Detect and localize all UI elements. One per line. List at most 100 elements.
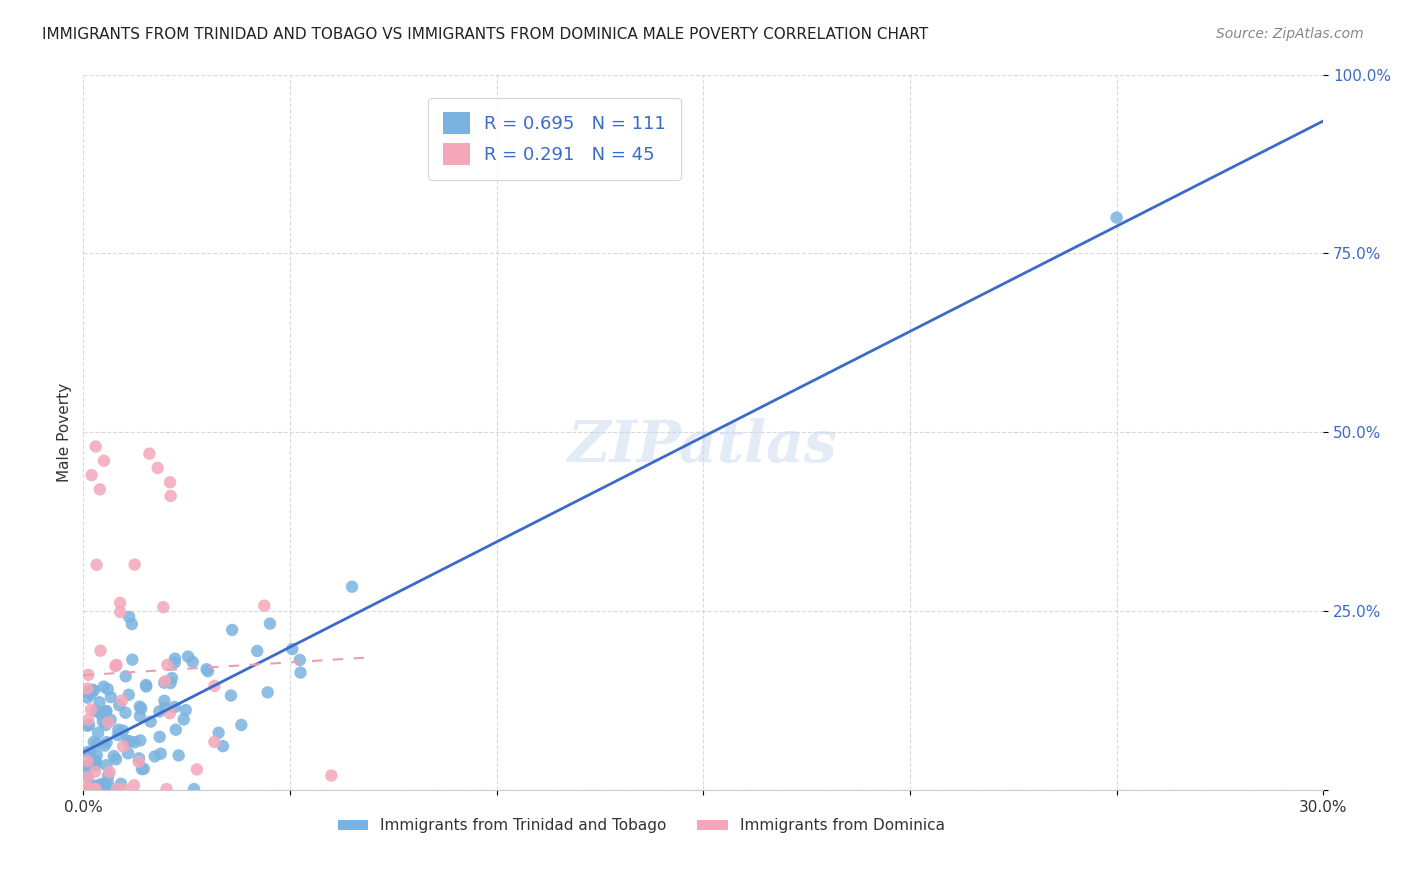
Point — [231, 718, 253, 732]
Point — [163, 656, 186, 670]
Point — [177, 649, 200, 664]
Point — [183, 782, 205, 797]
Point — [111, 693, 134, 707]
Point — [148, 705, 170, 719]
Point — [186, 763, 208, 777]
Point — [90, 707, 112, 722]
Point — [118, 610, 141, 624]
Point — [128, 699, 150, 714]
Point — [159, 489, 181, 503]
Point — [86, 748, 108, 763]
Point — [246, 644, 269, 658]
Point — [110, 777, 132, 791]
Point — [121, 617, 143, 632]
Point — [340, 580, 363, 594]
Point — [253, 599, 276, 613]
Point — [153, 674, 176, 689]
Point — [76, 782, 98, 797]
Point — [84, 704, 107, 718]
Point — [143, 749, 166, 764]
Point — [256, 685, 278, 699]
Point — [83, 683, 105, 698]
Point — [77, 759, 100, 773]
Point — [93, 454, 115, 468]
Point — [132, 762, 155, 776]
Point — [93, 778, 115, 792]
Point — [91, 714, 114, 729]
Point — [76, 690, 98, 705]
Point — [96, 735, 118, 749]
Point — [80, 702, 103, 716]
Point — [76, 719, 98, 733]
Point — [77, 782, 100, 797]
Point — [156, 657, 179, 672]
Point — [124, 735, 146, 749]
Point — [76, 782, 98, 797]
Point — [103, 749, 125, 764]
Point — [128, 709, 150, 723]
Point — [202, 735, 225, 749]
Point — [76, 770, 98, 784]
Point — [105, 657, 128, 672]
Point — [153, 694, 176, 708]
Point — [174, 703, 197, 717]
Point — [97, 768, 120, 782]
Point — [80, 782, 103, 797]
Point — [108, 596, 131, 610]
Point — [159, 475, 181, 490]
Point — [204, 679, 226, 693]
Point — [87, 726, 110, 740]
Point — [114, 669, 136, 683]
Point — [138, 447, 160, 461]
Point — [118, 734, 141, 748]
Point — [104, 659, 127, 673]
Point — [135, 678, 157, 692]
Point — [197, 665, 219, 679]
Point — [195, 662, 218, 676]
Point — [122, 778, 145, 792]
Point — [76, 685, 98, 699]
Point — [128, 751, 150, 765]
Point — [100, 690, 122, 705]
Point — [128, 755, 150, 769]
Point — [117, 734, 139, 748]
Point — [117, 746, 139, 760]
Point — [76, 758, 98, 772]
Point — [98, 765, 121, 780]
Point — [97, 682, 120, 697]
Point — [129, 701, 152, 715]
Point — [76, 762, 98, 776]
Point — [89, 483, 111, 497]
Point — [290, 665, 312, 680]
Legend: R = 0.695   N = 111, R = 0.291   N = 45: R = 0.695 N = 111, R = 0.291 N = 45 — [429, 98, 681, 180]
Point — [153, 700, 176, 714]
Point — [221, 623, 243, 637]
Point — [212, 739, 235, 753]
Point — [77, 718, 100, 732]
Point — [93, 739, 115, 753]
Point — [155, 782, 177, 797]
Point — [76, 782, 98, 797]
Point — [76, 754, 98, 768]
Point — [97, 715, 120, 730]
Point — [83, 735, 105, 749]
Point — [149, 747, 172, 761]
Point — [219, 689, 242, 703]
Point — [163, 651, 186, 665]
Point — [112, 739, 135, 754]
Point — [160, 671, 183, 685]
Point — [96, 704, 118, 718]
Point — [167, 748, 190, 763]
Point — [84, 782, 107, 797]
Point — [82, 756, 104, 771]
Point — [131, 762, 153, 776]
Point — [163, 700, 186, 714]
Point — [108, 605, 131, 619]
Point — [118, 688, 141, 702]
Point — [281, 642, 304, 657]
Point — [124, 558, 146, 572]
Point — [159, 676, 181, 690]
Text: IMMIGRANTS FROM TRINIDAD AND TOBAGO VS IMMIGRANTS FROM DOMINICA MALE POVERTY COR: IMMIGRANTS FROM TRINIDAD AND TOBAGO VS I… — [42, 27, 928, 42]
Point — [107, 728, 129, 742]
Point — [259, 616, 281, 631]
